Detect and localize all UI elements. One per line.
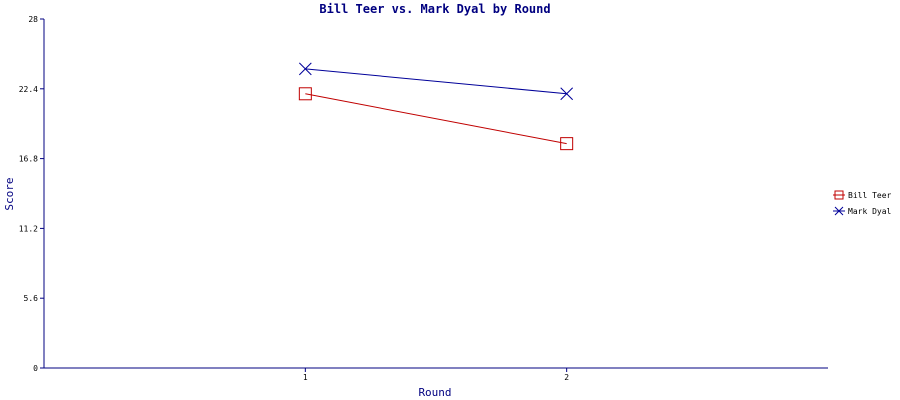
x-tick-label: 2 <box>564 373 569 382</box>
series-point <box>834 190 844 200</box>
series-line <box>305 93 567 145</box>
series-point <box>298 87 312 101</box>
y-tick-label: 0 <box>33 364 38 373</box>
y-tick-label: 22.4 <box>19 85 38 94</box>
y-tick-label: 28 <box>28 15 38 24</box>
legend-label: Mark Dyal <box>848 207 892 216</box>
series-line <box>305 68 567 95</box>
legend-item: Mark Dyal <box>833 206 892 216</box>
legend-label: Bill Teer <box>848 191 892 200</box>
series-point <box>298 62 312 76</box>
chart-title: Bill Teer vs. Mark Dyal by Round <box>319 2 550 16</box>
plot-area: 0 5.6 11.2 16.8 22.4 28 1 2 <box>19 15 828 382</box>
series-point <box>834 206 844 216</box>
y-tick-label: 11.2 <box>19 224 38 233</box>
series-point <box>560 137 574 151</box>
x-axis-title: Round <box>418 386 451 399</box>
y-tick-label: 16.8 <box>19 155 38 164</box>
y-tick-label: 5.6 <box>24 294 39 303</box>
y-axis-title: Score <box>3 177 16 210</box>
legend: Bill Teer Mark Dyal <box>833 190 892 216</box>
series-point <box>560 87 574 101</box>
legend-item: Bill Teer <box>833 190 892 200</box>
x-tick-label: 1 <box>303 373 308 382</box>
